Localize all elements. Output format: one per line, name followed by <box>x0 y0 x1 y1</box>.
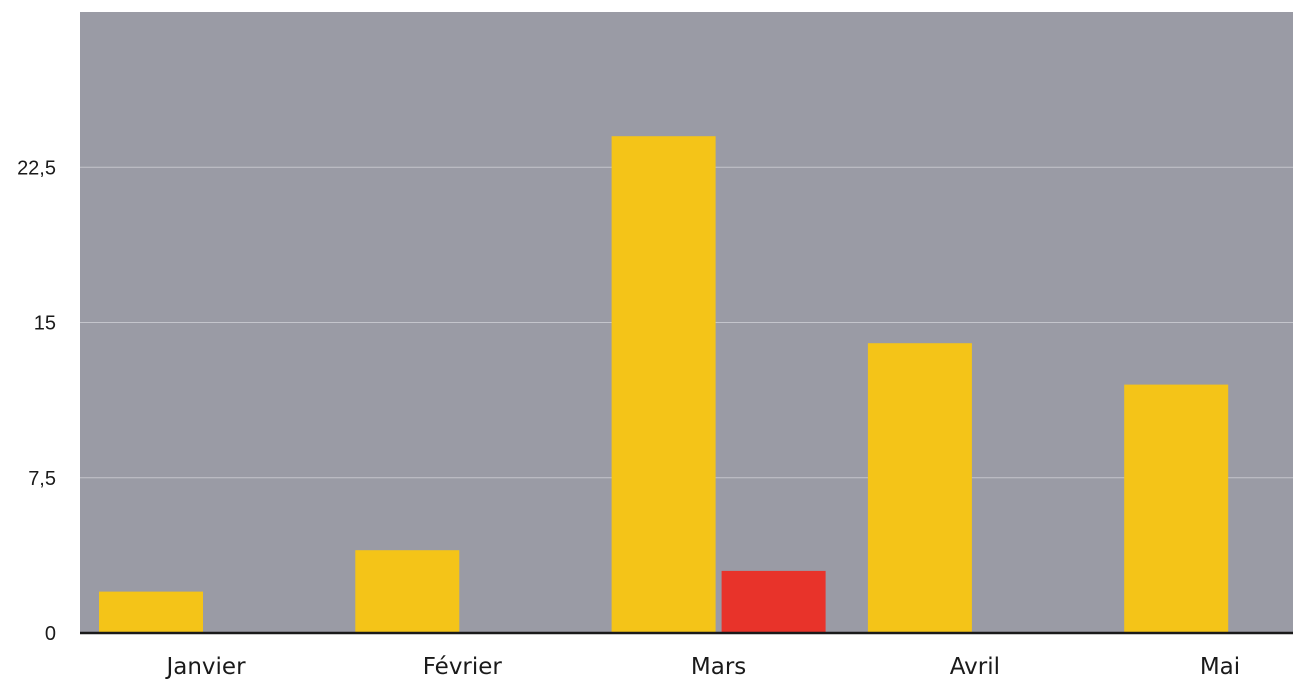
bars <box>99 136 1229 633</box>
y-tick-label: 7,5 <box>28 468 56 490</box>
x-tick-label: Avril <box>950 654 1000 679</box>
bar <box>1124 384 1229 633</box>
bar <box>721 570 826 633</box>
x-tick-label: Mai <box>1200 654 1240 679</box>
y-axis-ticks: 0 7,5 15 22,5 <box>17 157 56 645</box>
y-tick-label: 0 <box>45 623 56 645</box>
bar <box>355 550 460 633</box>
bar <box>611 136 716 633</box>
x-tick-label: Mars <box>691 654 746 679</box>
y-tick-label: 22,5 <box>17 157 56 179</box>
bar <box>99 591 203 633</box>
x-axis-ticks: Janvier Février Mars Avril Mai <box>164 654 1240 679</box>
bar <box>867 343 972 633</box>
x-tick-label: Janvier <box>164 654 246 679</box>
y-tick-label: 15 <box>34 313 56 335</box>
x-tick-label: Février <box>423 654 503 679</box>
